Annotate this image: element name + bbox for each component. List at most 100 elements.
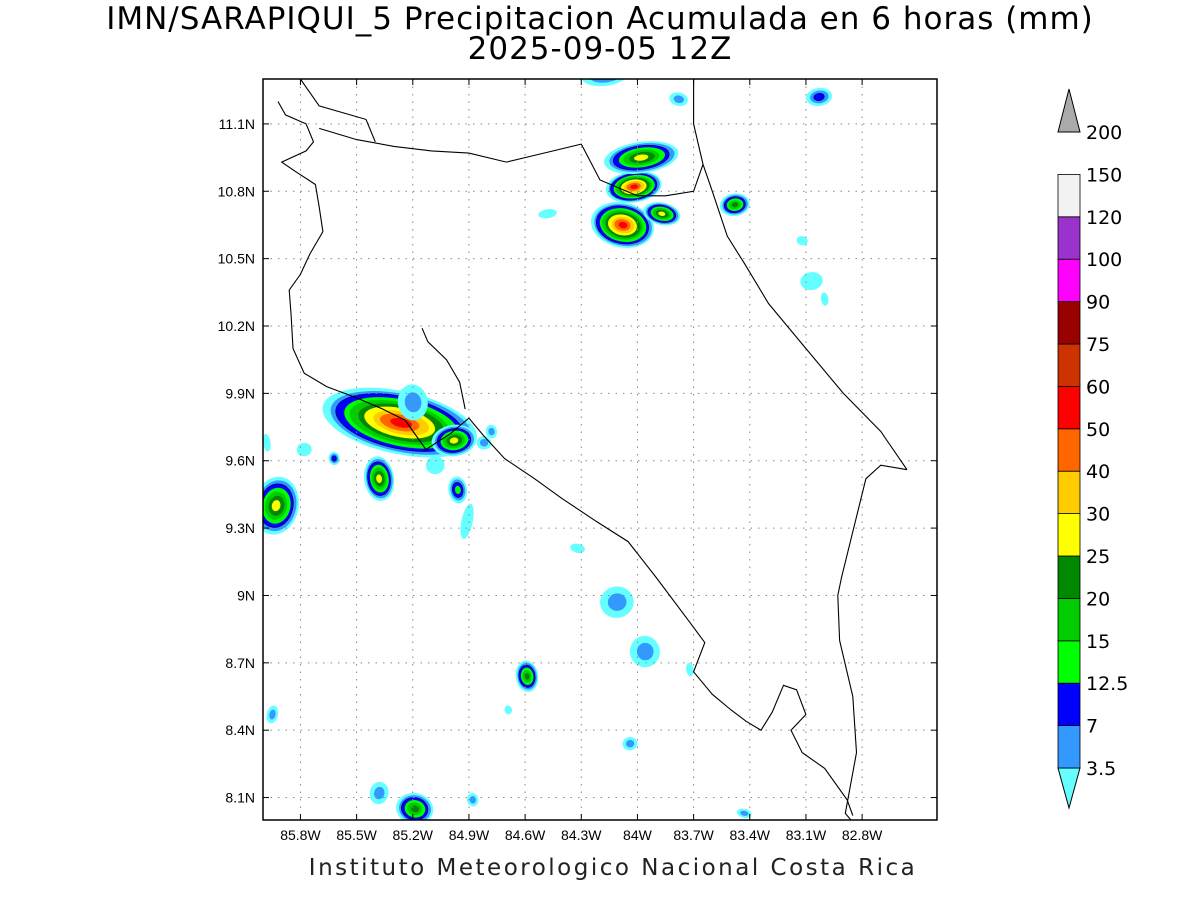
lat-tick-label: 9.6N [225,453,255,469]
rain-cell [460,503,474,539]
lon-tick-label: 85.8W [280,827,321,843]
rain-cell [485,424,498,439]
colorbar-label: 75 [1086,334,1110,356]
colorbar-swatch-100 [1057,258,1081,303]
rain-cell [686,662,694,677]
colorbar-swatch-12.5 [1057,682,1081,727]
footer-credit: Instituto Meteorologico Nacional Costa R… [308,855,918,881]
rain-cell [629,635,660,668]
rain-cell [669,92,688,107]
lat-tick-label: 10.2N [218,318,255,334]
lon-tick-label: 85.2W [393,827,434,843]
lon-tick-label: 83.7W [673,827,714,843]
rain-contour-3.5 [800,272,823,291]
colorbar-label: 40 [1086,461,1110,483]
rain-contour-12.5 [813,92,825,101]
rain-contour-3.5 [538,209,557,219]
rain-contour-3.5 [820,292,829,306]
lon-tick-label: 84.6W [505,827,546,843]
rain-contour-30 [634,154,649,161]
map-axes: 11.1N 10.8N 10.5N 10.2N 9.9N 9.6N 9.3N 9N 8.7N 8.… [218,79,937,843]
rain-contour-30 [376,474,382,483]
rain-cell [263,433,271,452]
colorbar-swatch-7 [1057,725,1081,769]
rain-contour-7 [673,95,684,104]
rain-cell [515,660,539,692]
map-grid [263,79,937,820]
rain-cell [622,736,638,751]
rain-contour-3.5 [263,433,271,452]
lat-tick-label: 10.5N [218,251,255,267]
rain-contour-7 [479,439,489,447]
colorbar-label: 15 [1086,631,1110,653]
lake-nicaragua-shore [299,79,376,143]
precipitation-field [263,79,833,820]
rain-contour-3.5 [425,456,445,475]
rain-cell [263,476,299,535]
rain-cell [322,387,477,458]
lon-tick-label: 85.5W [336,827,377,843]
colorbar-swatch-3.5 [1057,767,1081,810]
rain-cell [736,808,752,818]
rain-contour-3.5 [460,503,474,539]
lat-tick-label: 9.9N [225,385,255,401]
coast-caribbean [693,79,908,471]
rain-contour-7 [607,593,627,611]
colorbar-swatch-75 [1057,343,1081,387]
map-title: IMN/SARAPIQUI_5 Precipitacion Acumulada … [106,1,1094,37]
colorbar-swatch-20 [1057,598,1081,642]
rain-contour-60 [618,221,628,229]
rain-cell [328,451,340,466]
colorbar-label: 90 [1086,292,1110,314]
rain-contour-25 [524,672,530,680]
rain-contour-7 [488,427,495,436]
rain-contour-25 [731,202,739,208]
rain-contour-30 [449,437,459,444]
rain-cell [604,141,679,175]
colorbar-swatch-40 [1057,470,1081,515]
rain-cell [806,87,833,107]
colorbar-swatch-120 [1057,216,1081,260]
rain-cell [296,442,312,457]
colorbar-label: 25 [1086,546,1110,568]
rain-contour-60 [390,417,413,428]
colorbar-label: 120 [1086,207,1122,229]
rain-cell [396,792,434,820]
rain-cell [581,79,630,87]
rain-cell [448,476,468,504]
map-subtitle-date: 2025-09-05 12Z [467,31,733,67]
rain-cell [570,543,585,553]
rain-contour-30 [271,500,281,512]
colorbar-swatch-150 [1057,173,1081,218]
colorbar-swatch-200 [1057,88,1081,133]
rain-cell [719,193,750,217]
lat-tick-label: 10.8N [218,183,255,199]
rain-cell [425,456,445,475]
rain-cell [600,586,634,618]
rain-cell [643,202,681,226]
lon-tick-label: 84.9W [449,827,490,843]
rain-cell [369,781,389,805]
colorbar-label: 200 [1086,122,1122,144]
lon-tick-label: 84.3W [561,827,602,843]
colorbar-swatch-30 [1057,513,1081,557]
colorbar: 3.5 7 12.5 15 20 25 30 40 50 60 75 90 100 120 150 200 [1057,88,1128,810]
map-frame [262,78,938,821]
rain-contour-3.5 [296,442,312,457]
rain-contour-7 [740,810,749,816]
lat-tick-label: 8.7N [225,655,255,671]
nicoya-gulf-inner [421,327,466,410]
rain-cell [590,202,654,248]
colorbar-label: 50 [1086,419,1110,441]
lon-tick-label: 84W [623,827,653,843]
rain-cell [266,705,279,724]
colorbar-label: 12.5 [1086,673,1128,695]
lat-tick-label: 9N [237,587,255,603]
rain-contour-3.5 [796,236,808,246]
lat-tick-label: 9.3N [225,520,255,536]
lon-tick-label: 83.4W [730,827,771,843]
colorbar-swatch-60 [1057,385,1081,430]
rain-contour-60 [630,184,639,189]
coastlines-borders [277,79,908,820]
